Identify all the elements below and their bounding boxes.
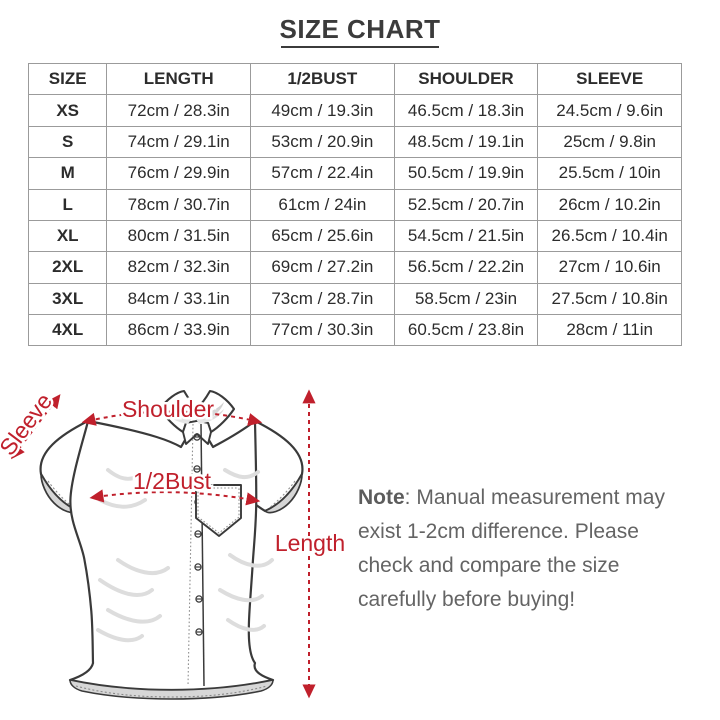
svg-text:Length: Length [275,530,345,556]
svg-text:Shoulder: Shoulder [122,396,214,422]
svg-text:1/2Bust: 1/2Bust [133,468,212,494]
